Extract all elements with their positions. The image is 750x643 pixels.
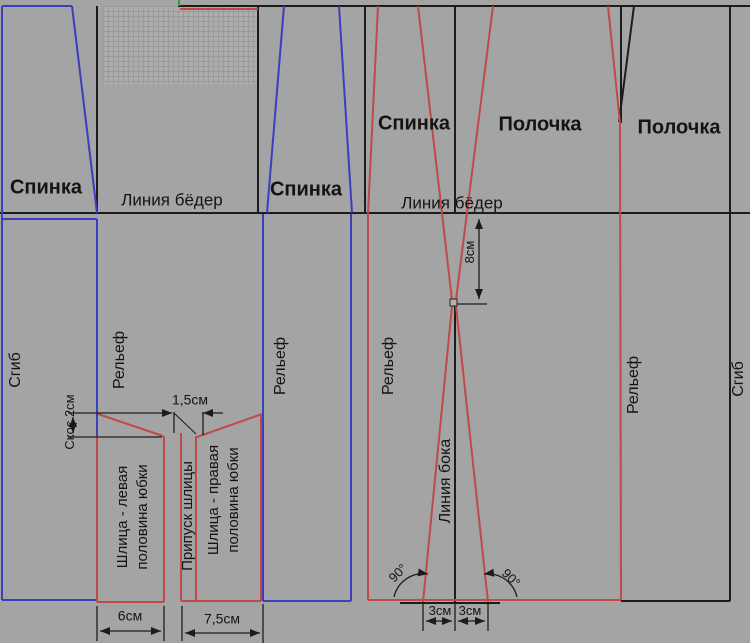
label-back-middle: Спинка [269, 178, 343, 201]
dim-left-vent-width: 6см [117, 607, 143, 624]
label-hip-line-right: Линия бёдер [401, 193, 503, 213]
label-relief-2: Рельеф [272, 336, 290, 396]
grid-swatch-region [103, 6, 258, 85]
black-pattern-lines [0, 5, 750, 604]
dim-skew-gap: 1,5см [171, 391, 209, 408]
label-relief-1: Рельеф [111, 330, 129, 390]
label-back-left: Спинка [9, 176, 83, 199]
label-fold-right: Сгиб [730, 361, 748, 397]
red-pattern-lines [96, 5, 622, 603]
label-vent-right: Шлица - правая половина юбки [204, 444, 242, 556]
dart-apex-square [449, 298, 458, 307]
label-back-top: Спинка [377, 112, 451, 135]
dim-flare-left: 3см [428, 603, 452, 619]
dim-dart-depth: 8см [462, 240, 478, 264]
label-fold-left: Сгиб [7, 352, 25, 388]
label-skew: Скос 2см [62, 394, 78, 450]
label-front-right: Полочка [637, 116, 721, 139]
label-side-line: Линия бока [437, 438, 455, 524]
dimension-lines [68, 219, 518, 643]
label-hip-line-left: Линия бёдер [121, 190, 223, 210]
dim-flare-right: 3см [458, 603, 482, 619]
dim-right-vent-width: 7,5см [203, 610, 241, 627]
label-vent-allowance: Припуск шлицы [178, 461, 196, 571]
label-vent-left: Шлица - левая половина юбки [113, 464, 151, 570]
label-relief-3: Рельеф [380, 336, 398, 396]
label-relief-4: Рельеф [625, 355, 643, 415]
blue-pattern-lines [1, 5, 353, 602]
label-front-left: Полочка [498, 113, 582, 136]
